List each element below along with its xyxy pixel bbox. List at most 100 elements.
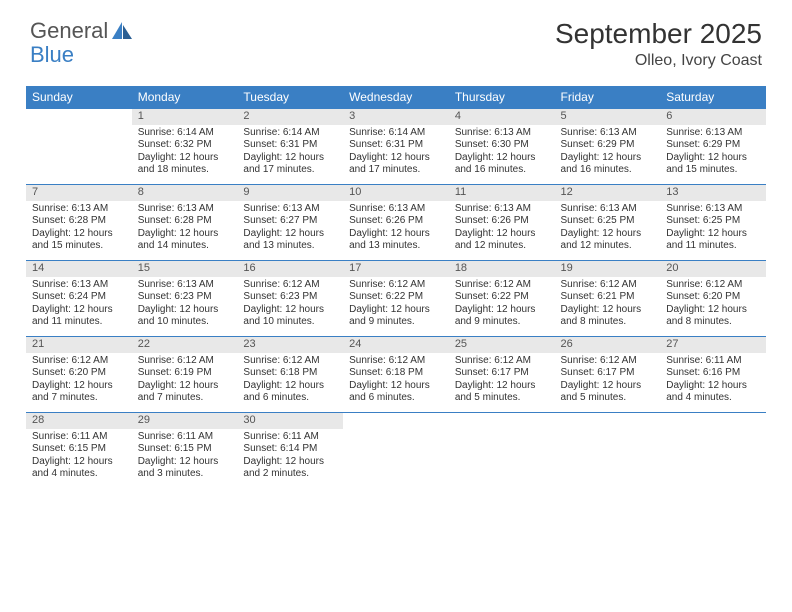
day-content-cell: Sunrise: 6:14 AMSunset: 6:31 PMDaylight:… bbox=[343, 125, 449, 185]
logo: General bbox=[30, 18, 134, 44]
day-number-cell: 15 bbox=[132, 261, 238, 277]
sunset-line: Sunset: 6:14 PM bbox=[243, 443, 317, 454]
daylight-line: Daylight: 12 hours and 3 minutes. bbox=[138, 456, 219, 480]
weekday-header-row: SundayMondayTuesdayWednesdayThursdayFrid… bbox=[26, 86, 766, 109]
day-number-cell: 18 bbox=[449, 261, 555, 277]
daylight-line: Daylight: 12 hours and 7 minutes. bbox=[32, 380, 113, 404]
sunrise-line: Sunrise: 6:14 AM bbox=[349, 127, 425, 138]
day-number-cell: 8 bbox=[132, 185, 238, 201]
daylight-line: Daylight: 12 hours and 15 minutes. bbox=[32, 228, 113, 252]
day-content-cell: Sunrise: 6:13 AMSunset: 6:28 PMDaylight:… bbox=[26, 201, 132, 261]
day-content-row: Sunrise: 6:12 AMSunset: 6:20 PMDaylight:… bbox=[26, 353, 766, 413]
sunset-line: Sunset: 6:26 PM bbox=[455, 215, 529, 226]
sunrise-line: Sunrise: 6:14 AM bbox=[243, 127, 319, 138]
day-content-cell: Sunrise: 6:12 AMSunset: 6:21 PMDaylight:… bbox=[555, 277, 661, 337]
weekday-header: Friday bbox=[555, 86, 661, 109]
sunrise-line: Sunrise: 6:11 AM bbox=[138, 431, 213, 442]
day-number-cell: 2 bbox=[237, 109, 343, 125]
sunset-line: Sunset: 6:15 PM bbox=[138, 443, 212, 454]
day-content-cell: Sunrise: 6:13 AMSunset: 6:26 PMDaylight:… bbox=[343, 201, 449, 261]
sunrise-line: Sunrise: 6:13 AM bbox=[138, 279, 214, 290]
daylight-line: Daylight: 12 hours and 5 minutes. bbox=[561, 380, 642, 404]
sunrise-line: Sunrise: 6:12 AM bbox=[243, 279, 319, 290]
sunrise-line: Sunrise: 6:14 AM bbox=[138, 127, 214, 138]
day-number-cell: 29 bbox=[132, 413, 238, 429]
sunrise-line: Sunrise: 6:12 AM bbox=[32, 355, 108, 366]
sunset-line: Sunset: 6:23 PM bbox=[138, 291, 212, 302]
sunrise-line: Sunrise: 6:13 AM bbox=[561, 127, 637, 138]
sunrise-line: Sunrise: 6:13 AM bbox=[349, 203, 425, 214]
daynum-row: 21222324252627 bbox=[26, 337, 766, 353]
sunrise-line: Sunrise: 6:12 AM bbox=[349, 355, 425, 366]
sunrise-line: Sunrise: 6:12 AM bbox=[349, 279, 425, 290]
logo-sail-icon bbox=[112, 22, 134, 40]
daylight-line: Daylight: 12 hours and 8 minutes. bbox=[666, 304, 747, 328]
day-content-cell: Sunrise: 6:11 AMSunset: 6:14 PMDaylight:… bbox=[237, 429, 343, 489]
day-number-cell: 1 bbox=[132, 109, 238, 125]
day-content-cell: Sunrise: 6:13 AMSunset: 6:23 PMDaylight:… bbox=[132, 277, 238, 337]
day-number-cell: 24 bbox=[343, 337, 449, 353]
daylight-line: Daylight: 12 hours and 12 minutes. bbox=[561, 228, 642, 252]
sunset-line: Sunset: 6:18 PM bbox=[349, 367, 423, 378]
day-content-cell: Sunrise: 6:11 AMSunset: 6:15 PMDaylight:… bbox=[26, 429, 132, 489]
day-content-cell: Sunrise: 6:13 AMSunset: 6:29 PMDaylight:… bbox=[555, 125, 661, 185]
daylight-line: Daylight: 12 hours and 5 minutes. bbox=[455, 380, 536, 404]
day-content-cell: Sunrise: 6:12 AMSunset: 6:20 PMDaylight:… bbox=[660, 277, 766, 337]
day-content-cell: Sunrise: 6:12 AMSunset: 6:23 PMDaylight:… bbox=[237, 277, 343, 337]
day-content-cell: Sunrise: 6:12 AMSunset: 6:20 PMDaylight:… bbox=[26, 353, 132, 413]
sunset-line: Sunset: 6:18 PM bbox=[243, 367, 317, 378]
day-number-cell bbox=[343, 413, 449, 429]
day-number-cell: 22 bbox=[132, 337, 238, 353]
sunset-line: Sunset: 6:29 PM bbox=[666, 139, 740, 150]
day-content-cell: Sunrise: 6:12 AMSunset: 6:17 PM Daylight:… bbox=[449, 353, 555, 413]
sunrise-line: Sunrise: 6:13 AM bbox=[455, 203, 531, 214]
day-number-cell bbox=[26, 109, 132, 125]
day-content-cell: Sunrise: 6:13 AMSunset: 6:25 PMDaylight:… bbox=[555, 201, 661, 261]
weekday-header: Monday bbox=[132, 86, 238, 109]
sunset-line: Sunset: 6:17 PM bbox=[455, 367, 529, 378]
title-block: September 2025 Olleo, Ivory Coast bbox=[555, 18, 762, 70]
sunrise-line: Sunrise: 6:12 AM bbox=[138, 355, 214, 366]
sunrise-line: Sunrise: 6:13 AM bbox=[243, 203, 319, 214]
day-number-cell bbox=[555, 413, 661, 429]
daylight-line: Daylight: 12 hours and 17 minutes. bbox=[243, 152, 324, 176]
daynum-row: 282930 bbox=[26, 413, 766, 429]
day-content-cell: Sunrise: 6:13 AMSunset: 6:26 PM Daylight:… bbox=[449, 201, 555, 261]
day-content-row: Sunrise: 6:11 AMSunset: 6:15 PM Daylight:… bbox=[26, 429, 766, 489]
sunset-line: Sunset: 6:30 PM bbox=[455, 139, 529, 150]
day-content-cell: Sunrise: 6:13 AMSunset: 6:24 PMDaylight:… bbox=[26, 277, 132, 337]
day-content-cell: Sunrise: 6:12 AMSunset: 6:19 PMDaylight:… bbox=[132, 353, 238, 413]
day-number-cell: 6 bbox=[660, 109, 766, 125]
weekday-header: Tuesday bbox=[237, 86, 343, 109]
daylight-line: Daylight: 12 hours and 12 minutes. bbox=[455, 228, 536, 252]
sunrise-line: Sunrise: 6:12 AM bbox=[561, 355, 637, 366]
day-content-cell: Sunrise: 6:13 AMSunset: 6:28 PMDaylight:… bbox=[132, 201, 238, 261]
day-number-cell: 20 bbox=[660, 261, 766, 277]
sunrise-line: Sunrise: 6:12 AM bbox=[455, 355, 531, 366]
sunrise-line: Sunrise: 6:12 AM bbox=[666, 279, 742, 290]
day-content-cell bbox=[660, 429, 766, 489]
sunset-line: Sunset: 6:29 PM bbox=[561, 139, 635, 150]
sunset-line: Sunset: 6:23 PM bbox=[243, 291, 317, 302]
day-number-cell: 25 bbox=[449, 337, 555, 353]
sunset-line: Sunset: 6:21 PM bbox=[561, 291, 635, 302]
sunrise-line: Sunrise: 6:13 AM bbox=[666, 127, 742, 138]
location-subtitle: Olleo, Ivory Coast bbox=[555, 52, 762, 70]
sunrise-line: Sunrise: 6:13 AM bbox=[561, 203, 637, 214]
sunset-line: Sunset: 6:32 PM bbox=[138, 139, 212, 150]
daylight-line: Daylight: 12 hours and 8 minutes. bbox=[561, 304, 642, 328]
day-number-cell: 3 bbox=[343, 109, 449, 125]
daylight-line: Daylight: 12 hours and 9 minutes. bbox=[349, 304, 430, 328]
sunset-line: Sunset: 6:19 PM bbox=[138, 367, 212, 378]
day-content-cell: Sunrise: 6:11 AMSunset: 6:16 PMDaylight:… bbox=[660, 353, 766, 413]
day-number-cell: 19 bbox=[555, 261, 661, 277]
weekday-header: Saturday bbox=[660, 86, 766, 109]
day-number-cell: 17 bbox=[343, 261, 449, 277]
day-number-cell: 7 bbox=[26, 185, 132, 201]
sunset-line: Sunset: 6:26 PM bbox=[349, 215, 423, 226]
day-number-cell: 23 bbox=[237, 337, 343, 353]
day-number-cell: 30 bbox=[237, 413, 343, 429]
sunrise-line: Sunrise: 6:11 AM bbox=[666, 355, 741, 366]
daynum-row: 14151617181920 bbox=[26, 261, 766, 277]
sunset-line: Sunset: 6:25 PM bbox=[666, 215, 740, 226]
